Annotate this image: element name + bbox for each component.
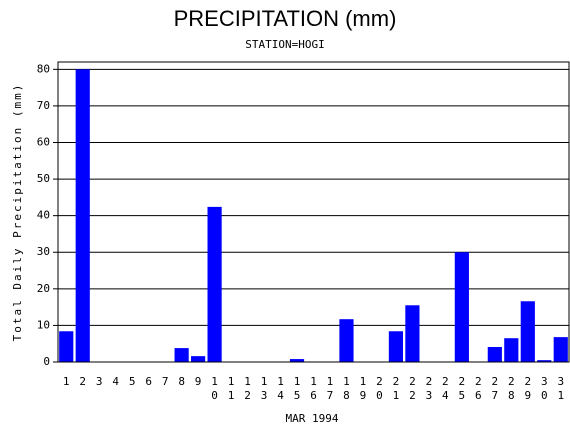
y-tick-label: 0 xyxy=(43,355,50,368)
bar xyxy=(191,356,206,362)
x-tick-label: 1 xyxy=(63,375,70,388)
x-tick-label: 8 xyxy=(178,375,185,388)
y-tick-label: 20 xyxy=(37,282,50,295)
y-tick-label: 40 xyxy=(37,209,50,222)
x-tick-label: 9 xyxy=(195,375,202,388)
bar xyxy=(520,301,535,362)
plot-frame xyxy=(57,61,570,363)
y-axis-label: Total Daily Precipitation (mm) xyxy=(11,83,24,342)
x-tick-label: 3 xyxy=(96,375,103,388)
chart-subtitle: STATION=HOGI xyxy=(245,38,324,51)
y-tick-label: 60 xyxy=(37,135,50,148)
y-tick-label: 50 xyxy=(37,172,50,185)
bar xyxy=(59,331,74,362)
chart-title: PRECIPITATION (mm) xyxy=(174,6,397,31)
x-tick-label: 4 xyxy=(112,375,119,388)
bar xyxy=(405,305,420,362)
bar xyxy=(174,348,189,362)
x-tick-label: 6 xyxy=(145,375,152,388)
y-tick-label: 80 xyxy=(37,62,50,75)
bar xyxy=(537,360,552,362)
y-tick-label: 30 xyxy=(37,245,50,258)
x-tick-label: 7 xyxy=(162,375,169,388)
bar xyxy=(487,347,502,362)
bar xyxy=(553,337,568,362)
bar xyxy=(339,319,354,362)
x-tick-label: 5 xyxy=(129,375,136,388)
bar xyxy=(504,338,519,362)
bar xyxy=(289,359,305,362)
x-axis-label: MAR 1994 xyxy=(286,412,339,425)
y-tick-label: 10 xyxy=(37,318,50,331)
y-tick-label: 70 xyxy=(37,99,50,112)
bar xyxy=(388,331,404,362)
bar xyxy=(207,206,222,362)
bar xyxy=(454,252,469,362)
x-tick-label: 2 xyxy=(79,375,86,388)
bar xyxy=(75,69,90,362)
